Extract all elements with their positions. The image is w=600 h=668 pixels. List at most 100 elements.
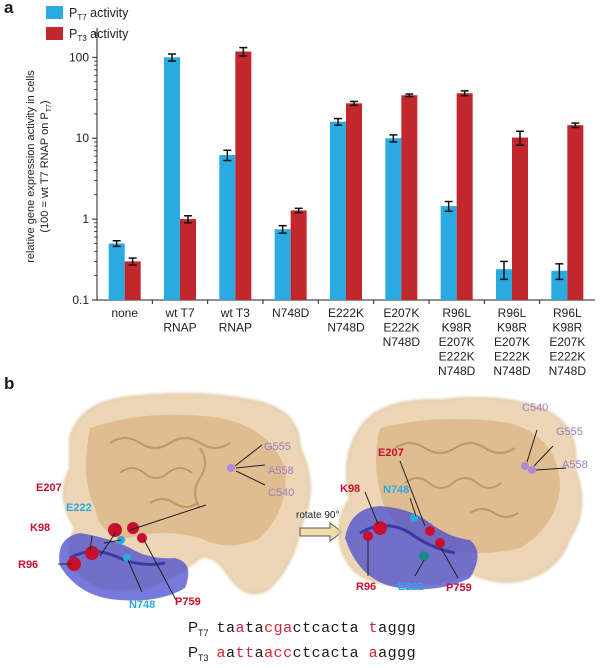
legend-label-t7: PT7 activity [69, 6, 129, 22]
category-label: E222K [328, 306, 364, 320]
left-structure [58, 393, 311, 601]
label-c540-right: C540 [522, 402, 548, 414]
y-axis-label-line2: (100 = wt T7 RNAP on PT7) [39, 100, 53, 232]
label-p759-left: P759 [175, 596, 201, 608]
rotate-label: rotate 90° [296, 510, 339, 521]
category-label: P759L [495, 379, 530, 381]
bar-t7 [496, 269, 512, 300]
label-c540-left: C540 [268, 487, 294, 499]
y-axis-label: relative gene expression activity in cel… [25, 70, 53, 263]
bar-t3 [124, 261, 141, 300]
sequence-segment: ctcacta [292, 645, 369, 662]
bar-t7 [551, 270, 568, 300]
chart-bars [108, 46, 584, 301]
category-label: E207K [439, 335, 475, 349]
protein-structure-figure: E207 K98 R96 E222 N748 P759 G555 A558 C5… [18, 393, 588, 611]
sequence-segment: a [368, 645, 379, 662]
label-a558-right: A558 [562, 459, 588, 471]
sequence-segment: a [254, 645, 265, 662]
sequence-segment: ta [216, 620, 236, 637]
sequence-segment: a [226, 645, 236, 662]
bar-t7 [219, 155, 236, 300]
label-e207-right: E207 [378, 447, 404, 459]
legend-label-t3: PT3 activity [69, 27, 129, 43]
label-e222-right: E222 [398, 581, 424, 593]
category-label: R96L [553, 306, 582, 320]
bar-t3 [180, 219, 196, 300]
label-k98-left: K98 [30, 522, 50, 534]
sequence-segment: t [368, 620, 379, 637]
y-tick-label: 100 [69, 50, 89, 64]
bar-t3 [346, 103, 362, 300]
category-label: RNAP [219, 321, 252, 335]
sequence-segment: aggg [378, 645, 417, 662]
bar-t3 [567, 125, 584, 301]
legend-swatch-t7 [46, 6, 63, 19]
label-k98-right: K98 [340, 483, 360, 495]
chart-legend: PT7 activity PT3 activity [46, 6, 129, 43]
bar-t7 [330, 121, 346, 301]
category-label: E207K [549, 335, 585, 349]
y-tick-label: 0.1 [72, 293, 89, 307]
panel-b-letter: b [4, 374, 15, 393]
y-tick-label: 1 [82, 212, 89, 226]
category-label: K98R [552, 321, 582, 335]
y-axis-label-line1: relative gene expression activity in cel… [25, 70, 37, 263]
category-label: P759S [549, 379, 585, 381]
label-g555-left: G555 [264, 441, 291, 453]
sequence-segment: ctcacta [292, 620, 369, 637]
bar-t3 [512, 137, 528, 300]
category-label: N748D [549, 364, 587, 378]
category-label: wt T7 [164, 306, 194, 320]
category-label: R96L [498, 306, 527, 320]
promoter-sequences: PT7 taatacgactcacta taggg PT3 aattaaccctca… [188, 618, 416, 668]
label-a558-left: A558 [268, 465, 294, 477]
bar-t3 [290, 210, 307, 300]
sequence-segment: ta [245, 620, 265, 637]
bar-t7 [440, 206, 457, 300]
category-label: E222K [439, 350, 475, 364]
right-structure [337, 397, 583, 590]
label-e222-left: E222 [66, 502, 92, 514]
sequence-text-t7: taatacgactcacta taggg [217, 620, 417, 637]
sequence-segment: cga [264, 620, 293, 637]
y-tick-label: 10 [76, 131, 90, 145]
sequence-segment: tt [235, 645, 255, 662]
bar-t7 [164, 57, 180, 300]
sequence-row-t3: PT3 aattaaccctcacta aaggg [188, 643, 416, 668]
category-label: none [111, 306, 138, 320]
bar-t3 [401, 95, 418, 300]
bar-chart: 0.1 1 10 100 relative gene expression activi… [25, 6, 595, 380]
category-label: E207K [383, 306, 419, 320]
bar-t7 [385, 138, 402, 300]
label-g555-right: G555 [556, 426, 583, 438]
category-label: N748D [438, 364, 476, 378]
label-e207-left: E207 [36, 482, 62, 494]
category-label: E207K [494, 335, 530, 349]
panel-a-letter: a [4, 0, 14, 17]
category-label: E222K [383, 321, 419, 335]
sequence-segment: aggg [378, 620, 417, 637]
bar-t3 [456, 93, 473, 301]
category-label: K98R [442, 321, 472, 335]
category-label: N748D [493, 364, 531, 378]
bar-t7 [108, 243, 125, 300]
category-label: N748D [383, 335, 421, 349]
label-p759-right: P759 [446, 582, 472, 594]
category-label: E222K [549, 350, 585, 364]
category-label: RNAP [163, 321, 196, 335]
category-label: N748D [327, 321, 365, 335]
category-label: N748D [272, 306, 310, 320]
bar-t3 [235, 51, 252, 301]
category-label: E222K [494, 350, 530, 364]
label-n748-right: N748 [383, 484, 409, 496]
category-label: K98R [497, 321, 527, 335]
sequence-text-t3: aattaaccctcacta aaggg [217, 645, 417, 662]
bar-t7 [274, 229, 291, 300]
sequence-row-t7: PT7 taatacgactcacta taggg [188, 618, 416, 643]
sequence-segment: a [235, 620, 246, 637]
sequence-label-t7: PT7 [188, 619, 209, 638]
category-label: wt T3 [220, 306, 250, 320]
label-r96-right: R96 [356, 581, 376, 593]
